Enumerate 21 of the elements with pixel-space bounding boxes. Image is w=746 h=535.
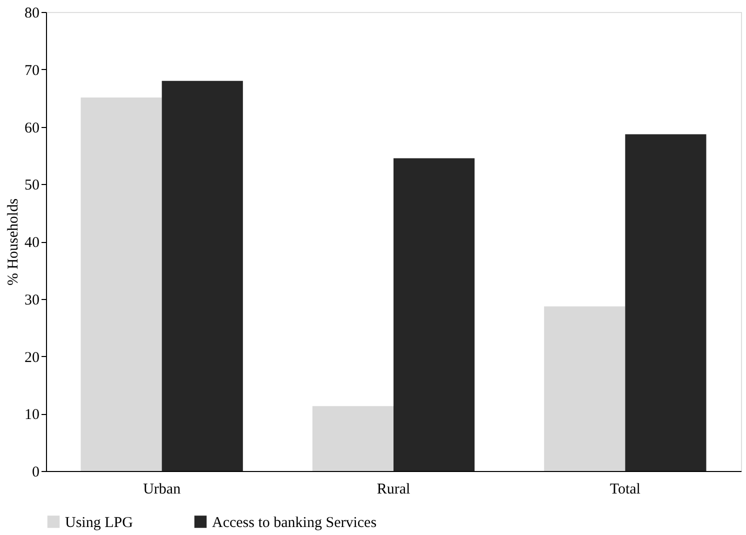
y-tick-label: 80 <box>24 6 40 22</box>
y-tick-label: 50 <box>24 178 40 194</box>
y-tick-label: 20 <box>24 350 40 366</box>
y-tick-label: 0 <box>32 464 40 480</box>
y-tick-label: 60 <box>24 120 40 136</box>
x-tick-label: Urban <box>143 482 182 498</box>
x-tick-label: Rural <box>376 482 410 498</box>
legend-label: Access to banking Services <box>212 514 377 531</box>
bar <box>394 158 475 471</box>
bar <box>625 134 706 471</box>
y-tick-label: 30 <box>24 292 40 308</box>
bar <box>162 80 243 471</box>
y-tick-label: 10 <box>24 407 40 424</box>
y-tick-label: 40 <box>24 235 40 251</box>
y-tick-label: 70 <box>24 62 40 79</box>
bar <box>312 406 394 471</box>
y-axis-title: % Households <box>6 198 22 286</box>
bar <box>544 306 626 471</box>
bar <box>80 97 162 471</box>
x-tick-label: Total <box>610 482 640 498</box>
legend-label: Using LPG <box>65 514 134 531</box>
